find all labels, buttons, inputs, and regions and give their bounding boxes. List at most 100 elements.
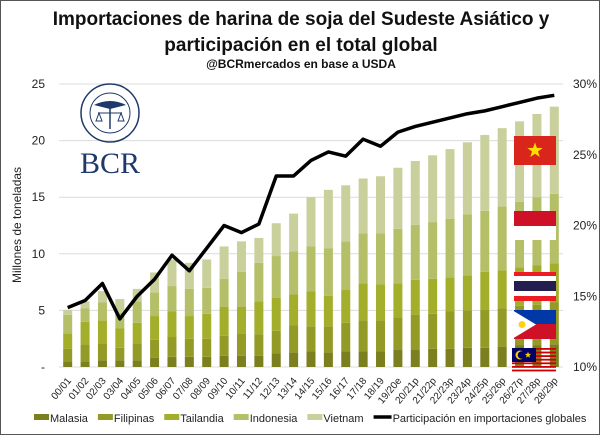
bar-malasia	[306, 351, 316, 367]
bar-tailandia	[219, 307, 229, 336]
bar-vietnam	[376, 176, 386, 234]
vietnam-flag	[514, 136, 556, 165]
bar-vietnam	[480, 134, 490, 211]
bar-vietnam	[80, 301, 90, 309]
flag-stripe	[512, 369, 556, 372]
bar-tailandia	[428, 278, 438, 314]
bar-filipinas	[80, 344, 90, 362]
bar-indonesia	[184, 288, 194, 317]
bar-filipinas	[63, 348, 73, 362]
bar-tailandia	[115, 328, 125, 348]
bar-indonesia	[63, 314, 73, 334]
bar-filipinas	[445, 311, 455, 349]
bar-indonesia	[306, 246, 316, 292]
bar-tailandia	[80, 321, 90, 345]
bar-tailandia	[497, 270, 507, 309]
svg-text:BCR: BCR	[80, 147, 140, 180]
bar-filipinas	[358, 320, 368, 352]
flag-band	[514, 281, 556, 291]
philippines-flag	[512, 310, 556, 339]
indonesia-flag	[514, 211, 556, 240]
bar-filipinas	[497, 308, 507, 347]
bar-malasia	[202, 356, 212, 367]
bar-filipinas	[150, 339, 160, 358]
bar-indonesia	[410, 224, 420, 280]
bar-indonesia	[97, 302, 107, 321]
bar-indonesia	[132, 301, 142, 323]
bar-vietnam	[410, 160, 420, 225]
bar-malasia	[254, 355, 264, 367]
bar-malasia	[341, 351, 351, 367]
legend-swatch-malasia	[34, 414, 49, 420]
bar-tailandia	[462, 275, 472, 311]
bar-malasia	[445, 348, 455, 367]
legend-label: Malasia	[50, 413, 89, 425]
bar-filipinas	[219, 335, 229, 356]
chart-title-line-1: Importaciones de harina de soja del Sude…	[53, 9, 550, 30]
bar-tailandia	[132, 322, 142, 344]
bar-vietnam	[358, 178, 368, 234]
bar-indonesia	[323, 248, 333, 296]
flag-band	[514, 211, 556, 226]
bar-vietnam	[236, 241, 246, 272]
bar-indonesia	[393, 228, 403, 284]
bar-vietnam	[150, 272, 160, 293]
bar-vietnam	[254, 237, 264, 263]
bar-tailandia	[376, 284, 386, 321]
bar-vietnam	[115, 299, 125, 313]
bar-vietnam	[462, 142, 472, 215]
bar-malasia	[323, 352, 333, 367]
bar-filipinas	[254, 334, 264, 356]
bar-vietnam	[323, 189, 333, 249]
flag-stripe	[512, 362, 556, 365]
bar-malasia	[393, 350, 403, 367]
flag-stripe	[512, 366, 556, 368]
y-tick-label: 15	[32, 190, 46, 204]
bar-tailandia	[393, 283, 403, 318]
bar-filipinas	[202, 338, 212, 357]
y-axis-title: Millones de toneladas	[10, 167, 24, 283]
bar-indonesia	[428, 222, 438, 279]
malaysia-flag	[512, 348, 556, 372]
bar-vietnam	[97, 291, 107, 303]
bar-vietnam	[341, 185, 351, 242]
legend-swatch-vietnam	[307, 414, 323, 420]
bar-vietnam	[167, 259, 177, 287]
bar-tailandia	[150, 316, 160, 340]
bar-indonesia	[236, 271, 246, 308]
bar-tailandia	[410, 279, 420, 315]
bar-tailandia	[341, 290, 351, 323]
bar-indonesia	[167, 286, 177, 312]
bar-malasia	[428, 348, 438, 367]
flag-band	[514, 291, 556, 296]
bar-malasia	[97, 360, 107, 367]
bar-tailandia	[167, 311, 177, 338]
bar-tailandia	[184, 316, 194, 339]
legend-swatch-indonesia	[233, 414, 249, 420]
bar-tailandia	[63, 333, 73, 349]
bar-indonesia	[358, 233, 368, 284]
thailand-flag	[514, 272, 556, 301]
bar-filipinas	[410, 314, 420, 351]
bar-tailandia	[480, 271, 490, 310]
bar-vietnam	[219, 246, 229, 279]
crescent-cut	[517, 351, 526, 359]
bar-filipinas	[97, 343, 107, 361]
bar-vietnam	[445, 149, 455, 219]
bar-vietnam	[202, 259, 212, 288]
bar-tailandia	[358, 283, 368, 321]
bar-tailandia	[289, 294, 299, 326]
flag-band	[514, 296, 556, 301]
bar-indonesia	[150, 292, 160, 317]
bcr-logo: BCR	[80, 83, 140, 180]
bar-vietnam	[497, 128, 507, 207]
bar-malasia	[497, 346, 507, 367]
bar-tailandia	[306, 291, 316, 327]
legend-label: Vietnam	[323, 413, 363, 425]
bar-filipinas	[236, 333, 246, 356]
bar-indonesia	[271, 256, 281, 298]
bar-filipinas	[462, 310, 472, 348]
y-tick-label: 20	[32, 134, 46, 148]
y-tick-label: 5	[38, 303, 45, 317]
